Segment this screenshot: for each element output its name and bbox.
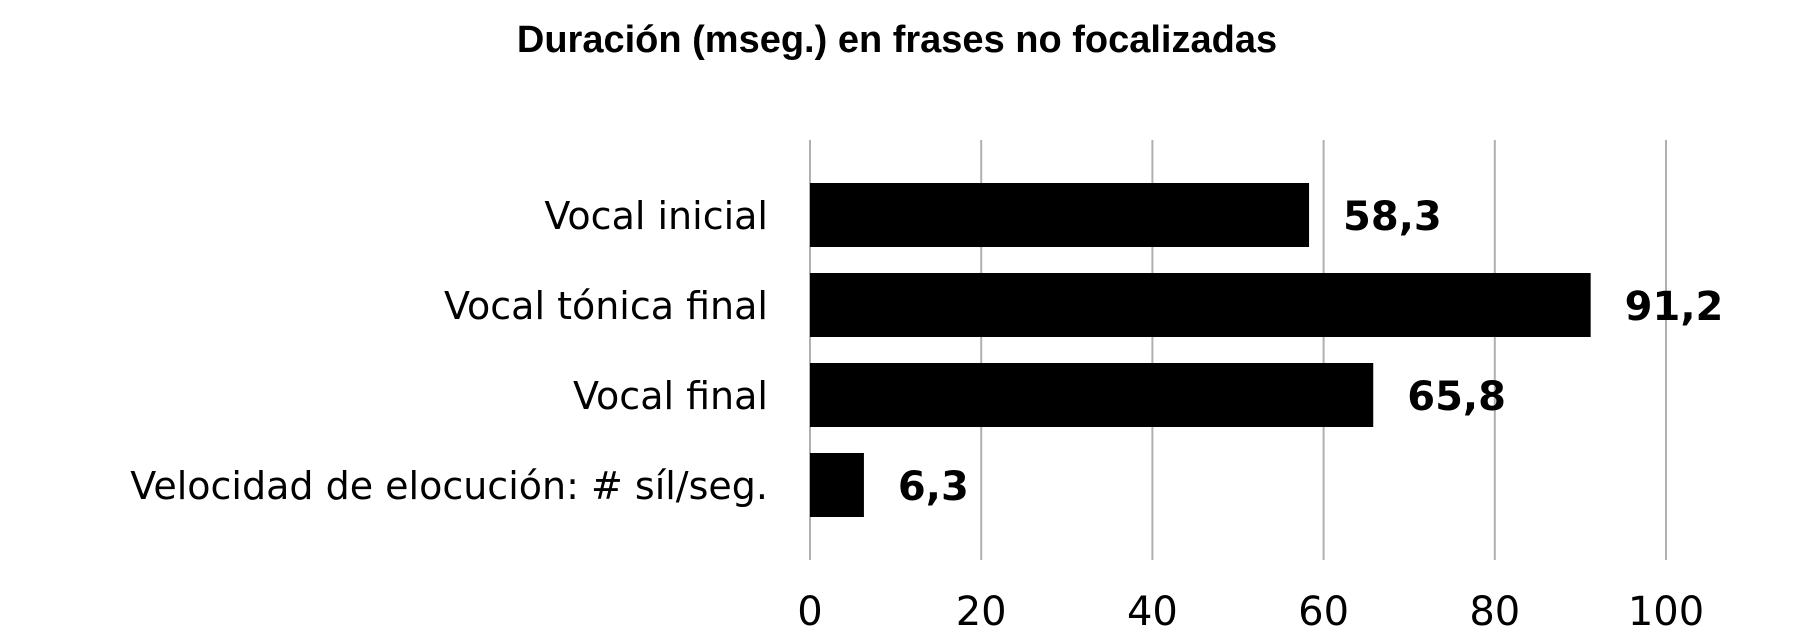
x-tick-label: 0 [797, 589, 822, 635]
category-labels: Vocal inicial Vocal tónica final Vocal fin… [130, 194, 768, 508]
category-label: Vocal final [573, 374, 768, 418]
bar [810, 453, 864, 517]
value-label: 58,3 [1343, 194, 1442, 240]
category-label: Vocal tónica final [444, 284, 768, 328]
x-tick-label: 20 [956, 589, 1007, 635]
category-label: Vocal inicial [544, 194, 768, 238]
x-axis-ticks: 0 20 40 60 80 100 [797, 589, 1704, 635]
x-tick-label: 80 [1469, 589, 1520, 635]
value-labels: 58,3 91,2 65,8 6,3 [898, 194, 1723, 510]
bars [810, 183, 1591, 517]
bar [810, 183, 1310, 247]
x-tick-label: 40 [1127, 589, 1178, 635]
x-tick-label: 60 [1298, 589, 1349, 635]
value-label: 6,3 [898, 464, 969, 510]
bar [810, 363, 1374, 427]
x-tick-label: 100 [1628, 589, 1704, 635]
bar [810, 273, 1591, 337]
value-label: 65,8 [1407, 374, 1506, 420]
category-label: Velocidad de elocución: # síl/seg. [130, 464, 768, 508]
value-label: 91,2 [1625, 284, 1724, 330]
chart-title: Duración (mseg.) en frases no focalizada… [517, 19, 1277, 61]
